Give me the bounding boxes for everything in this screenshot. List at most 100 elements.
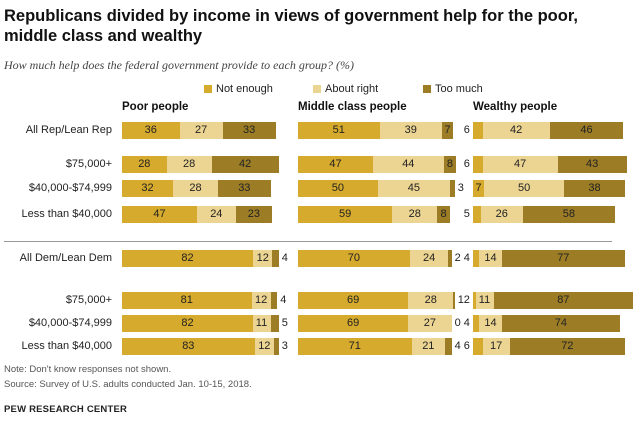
bar-wealthy-not-enough <box>473 122 483 139</box>
value-label-poor-not-enough: 32 <box>141 182 154 194</box>
bar-wealthy-about-right <box>482 156 558 173</box>
value-label-middle-class-about-right: 39 <box>404 124 417 136</box>
bar-middle-class-not-enough <box>298 250 410 267</box>
legend-item-not-enough: Not enough <box>204 83 273 95</box>
bar-wealthy-about-right <box>479 250 502 267</box>
row-label: $40,000-$74,999 <box>28 317 112 329</box>
value-label-wealthy-not-enough: 6 <box>463 158 470 170</box>
value-label-poor-too-much: 33 <box>238 182 251 194</box>
legend-swatch-not-enough <box>204 85 212 93</box>
value-label-wealthy-about-right: 14 <box>484 317 497 329</box>
bar-poor-too-much <box>270 315 279 332</box>
bar-poor-about-right <box>179 122 223 139</box>
group-divider <box>4 241 612 242</box>
value-label-middle-class-too-much: 1 <box>457 294 464 306</box>
source-text: Source: Survey of U.S. adults conducted … <box>4 379 252 390</box>
bar-wealthy-not-enough <box>473 292 477 309</box>
bar-poor-not-enough <box>122 180 174 197</box>
bar-middle-class-about-right <box>392 206 438 223</box>
bar-middle-class-not-enough <box>298 122 380 139</box>
value-label-middle-class-about-right: 24 <box>423 252 436 264</box>
bar-wealthy-not-enough <box>473 338 483 355</box>
row-label: $75,000+ <box>65 294 112 306</box>
value-label-poor-too-much: 4 <box>280 294 287 306</box>
value-label-middle-class-too-much: 3 <box>457 182 464 194</box>
bar-middle-class-too-much <box>448 250 452 267</box>
row-label: All Dem/Lean Dem <box>19 252 112 264</box>
bar-wealthy-about-right <box>479 315 502 332</box>
bar-middle-class-about-right <box>411 338 446 355</box>
value-label-middle-class-not-enough: 59 <box>339 208 352 220</box>
bar-middle-class-too-much <box>450 180 455 197</box>
bar-middle-class-about-right <box>373 156 444 173</box>
value-label-wealthy-about-right: 47 <box>514 158 527 170</box>
value-label-middle-class-not-enough: 50 <box>331 182 345 194</box>
panel-title-wealthy: Wealthy people <box>473 101 558 113</box>
value-label-wealthy-not-enough: 6 <box>463 124 470 136</box>
bar-wealthy-about-right <box>482 122 550 139</box>
bar-middle-class-about-right <box>408 292 454 309</box>
bar-wealthy-too-much <box>522 206 616 223</box>
value-label-wealthy-too-much: 77 <box>557 252 570 264</box>
value-label-middle-class-about-right: 28 <box>408 208 421 220</box>
bar-middle-class-not-enough <box>298 180 378 197</box>
legend-swatch-about-right <box>313 85 321 93</box>
value-label-poor-not-enough: 82 <box>181 252 194 264</box>
row-label: Less than $40,000 <box>21 208 112 220</box>
value-label-poor-too-much: 42 <box>239 158 252 170</box>
bar-poor-too-much <box>211 156 279 173</box>
bar-middle-class-not-enough <box>298 156 374 173</box>
value-label-wealthy-too-much: 38 <box>588 182 601 194</box>
bar-middle-class-about-right <box>379 122 442 139</box>
bar-poor-about-right <box>251 292 271 309</box>
bar-middle-class-about-right <box>378 180 450 197</box>
brand-label: PEW RESEARCH CENTER <box>4 404 128 415</box>
bar-middle-class-too-much <box>453 292 455 309</box>
bar-wealthy-not-enough <box>473 206 481 223</box>
bar-middle-class-too-much <box>437 206 450 223</box>
legend-swatch-too-much <box>423 85 431 93</box>
value-label-wealthy-not-enough: 6 <box>463 340 470 352</box>
value-label-poor-not-enough: 28 <box>138 158 151 170</box>
bar-poor-about-right <box>173 180 218 197</box>
bar-wealthy-too-much <box>501 250 625 267</box>
bar-poor-not-enough <box>122 156 167 173</box>
value-label-middle-class-not-enough: 71 <box>348 340 361 352</box>
value-label-middle-class-about-right: 28 <box>424 294 437 306</box>
value-label-poor-not-enough: 81 <box>180 294 193 306</box>
bar-poor-not-enough <box>122 338 255 355</box>
bar-poor-about-right <box>253 250 273 267</box>
value-label-poor-too-much: 33 <box>243 124 256 136</box>
bar-middle-class-not-enough <box>298 292 409 309</box>
bar-wealthy-about-right <box>482 338 510 355</box>
value-label-wealthy-not-enough: 5 <box>463 208 470 220</box>
bar-wealthy-too-much <box>509 338 625 355</box>
value-label-middle-class-not-enough: 47 <box>329 158 342 170</box>
value-label-poor-about-right: 11 <box>255 317 268 329</box>
bar-poor-not-enough <box>122 250 254 267</box>
bar-poor-not-enough <box>122 206 198 223</box>
bar-middle-class-about-right <box>408 315 452 332</box>
bar-middle-class-too-much <box>442 122 454 139</box>
bar-middle-class-about-right <box>410 250 449 267</box>
legend-item-too-much: Too much <box>423 83 483 95</box>
value-label-poor-not-enough: 36 <box>144 124 157 136</box>
bar-poor-not-enough <box>122 315 254 332</box>
value-label-poor-too-much: 3 <box>281 340 288 352</box>
row-label: Less than $40,000 <box>21 340 112 352</box>
value-label-wealthy-too-much: 74 <box>554 317 568 329</box>
value-label-middle-class-too-much: 2 <box>454 252 461 264</box>
value-label-wealthy-too-much: 72 <box>561 340 574 352</box>
bar-wealthy-not-enough <box>473 156 483 173</box>
value-label-wealthy-too-much: 46 <box>580 124 593 136</box>
bar-wealthy-too-much <box>493 292 633 309</box>
value-label-wealthy-not-enough: 7 <box>475 182 482 194</box>
value-label-middle-class-about-right: 44 <box>402 158 415 170</box>
bar-middle-class-too-much <box>445 338 452 355</box>
value-label-wealthy-about-right: 50 <box>518 182 531 194</box>
row-label: $75,000+ <box>65 158 112 170</box>
bar-poor-not-enough <box>122 292 252 309</box>
bar-wealthy-too-much <box>564 180 625 197</box>
value-label-middle-class-too-much: 4 <box>454 340 461 352</box>
value-label-wealthy-too-much: 43 <box>586 158 599 170</box>
